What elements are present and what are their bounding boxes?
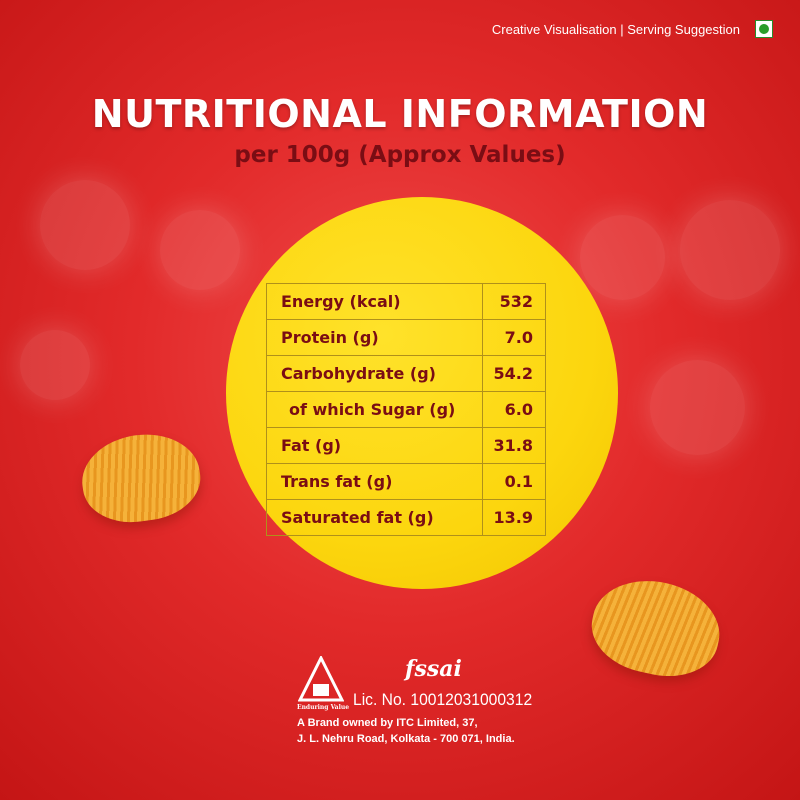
nutrient-label: Fat (g) [266, 427, 483, 464]
table-row: Saturated fat (g) 13.9 [266, 499, 546, 536]
nutrition-table: Energy (kcal) 532 Protein (g) 7.0 Carboh… [266, 283, 546, 536]
fssai-logo: fssai [405, 656, 462, 682]
page-subtitle: per 100g (Approx Values) [234, 142, 566, 168]
nutrient-value: 6.0 [482, 391, 546, 428]
nutrient-value: 13.9 [482, 499, 546, 536]
serving-suggestion-note: Creative Visualisation | Serving Suggest… [491, 22, 740, 37]
nutrient-label: Energy (kcal) [266, 283, 483, 320]
table-row: of which Sugar (g) 6.0 [266, 391, 546, 428]
nutrient-value: 31.8 [482, 427, 546, 464]
potato-chip-icon [583, 569, 729, 687]
itc-logo-icon [298, 656, 344, 702]
nutrient-value: 54.2 [482, 355, 546, 392]
bokeh-light [160, 210, 240, 290]
address-line: J. L. Nehru Road, Kolkata - 700 071, Ind… [297, 733, 515, 745]
nutrient-value: 0.1 [482, 463, 546, 500]
nutrient-value: 532 [482, 283, 546, 320]
nutrient-label: Protein (g) [266, 319, 483, 356]
bokeh-light [680, 200, 780, 300]
veg-symbol-icon [755, 20, 773, 38]
nutrient-label: Saturated fat (g) [266, 499, 483, 536]
nutrient-label: Trans fat (g) [266, 463, 483, 500]
potato-chip-icon [76, 427, 206, 529]
bokeh-light [20, 330, 90, 400]
license-number: Lic. No. 10012031000312 [353, 690, 533, 709]
address-line: A Brand owned by ITC Limited, 37, [297, 717, 478, 729]
table-row: Fat (g) 31.8 [266, 427, 546, 464]
table-row: Protein (g) 7.0 [266, 319, 546, 356]
nutrient-label: Carbohydrate (g) [266, 355, 483, 392]
table-row: Trans fat (g) 0.1 [266, 463, 546, 500]
table-row: Energy (kcal) 532 [266, 283, 546, 320]
table-row: Carbohydrate (g) 54.2 [266, 355, 546, 392]
bokeh-light [650, 360, 745, 455]
page-title: NUTRITIONAL INFORMATION [91, 92, 709, 136]
nutrient-value: 7.0 [482, 319, 546, 356]
nutrient-label: of which Sugar (g) [266, 391, 483, 428]
itc-tagline: Enduring Value [297, 704, 350, 711]
bokeh-light [40, 180, 130, 270]
bokeh-light [580, 215, 665, 300]
